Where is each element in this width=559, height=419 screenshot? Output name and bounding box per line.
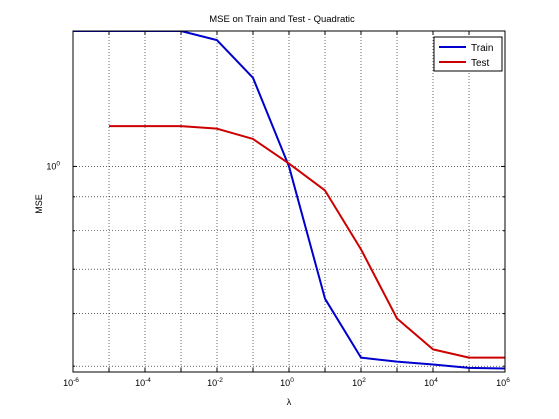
series-line-test (109, 125, 505, 359)
x-tick-label-exponent: 2 (362, 377, 366, 384)
x-tick-label: 106 (496, 377, 510, 388)
legend-label-test: Test (471, 58, 490, 69)
x-tick-label-exponent: -4 (145, 377, 151, 384)
legend-items: Train Test (439, 43, 493, 69)
y-tick-label: 100 (46, 160, 60, 171)
y-tick-label-base: 10 (46, 161, 56, 171)
legend-label-train: Train (471, 43, 493, 54)
chart-title: MSE on Train and Test - Quadratic (209, 14, 355, 25)
legend: Train Test (433, 36, 503, 72)
x-tick-label-exponent: 6 (506, 377, 510, 384)
axis-ticks (72, 31, 506, 372)
y-tick-label-exponent: 0 (56, 160, 60, 167)
x-tick-label: 102 (352, 377, 366, 388)
x-tick-label-base: 10 (207, 378, 217, 388)
x-axis-label: λ (287, 397, 292, 407)
x-tick-label-exponent: 0 (290, 377, 294, 384)
x-tick-label: 10-6 (63, 377, 79, 388)
x-tick-label: 10-2 (207, 377, 223, 388)
x-tick-label-exponent: -2 (217, 377, 223, 384)
series-line-train (73, 31, 505, 370)
x-tick-label-base: 10 (135, 378, 145, 388)
x-tick-label-exponent: -6 (73, 377, 79, 384)
x-tick-label-base: 10 (496, 378, 506, 388)
x-tick-label: 10-4 (135, 377, 151, 388)
x-tick-label-base: 10 (352, 378, 362, 388)
x-tick-label-exponent: 4 (434, 377, 438, 384)
legend-box (433, 36, 503, 72)
x-tick-label-base: 10 (280, 378, 290, 388)
y-axis-label: MSE (34, 194, 44, 214)
x-tick-label-base: 10 (424, 378, 434, 388)
x-tick-label: 104 (424, 377, 438, 388)
series-lines (73, 31, 505, 370)
x-tick-label: 100 (280, 377, 294, 388)
x-tick-label-base: 10 (63, 378, 73, 388)
